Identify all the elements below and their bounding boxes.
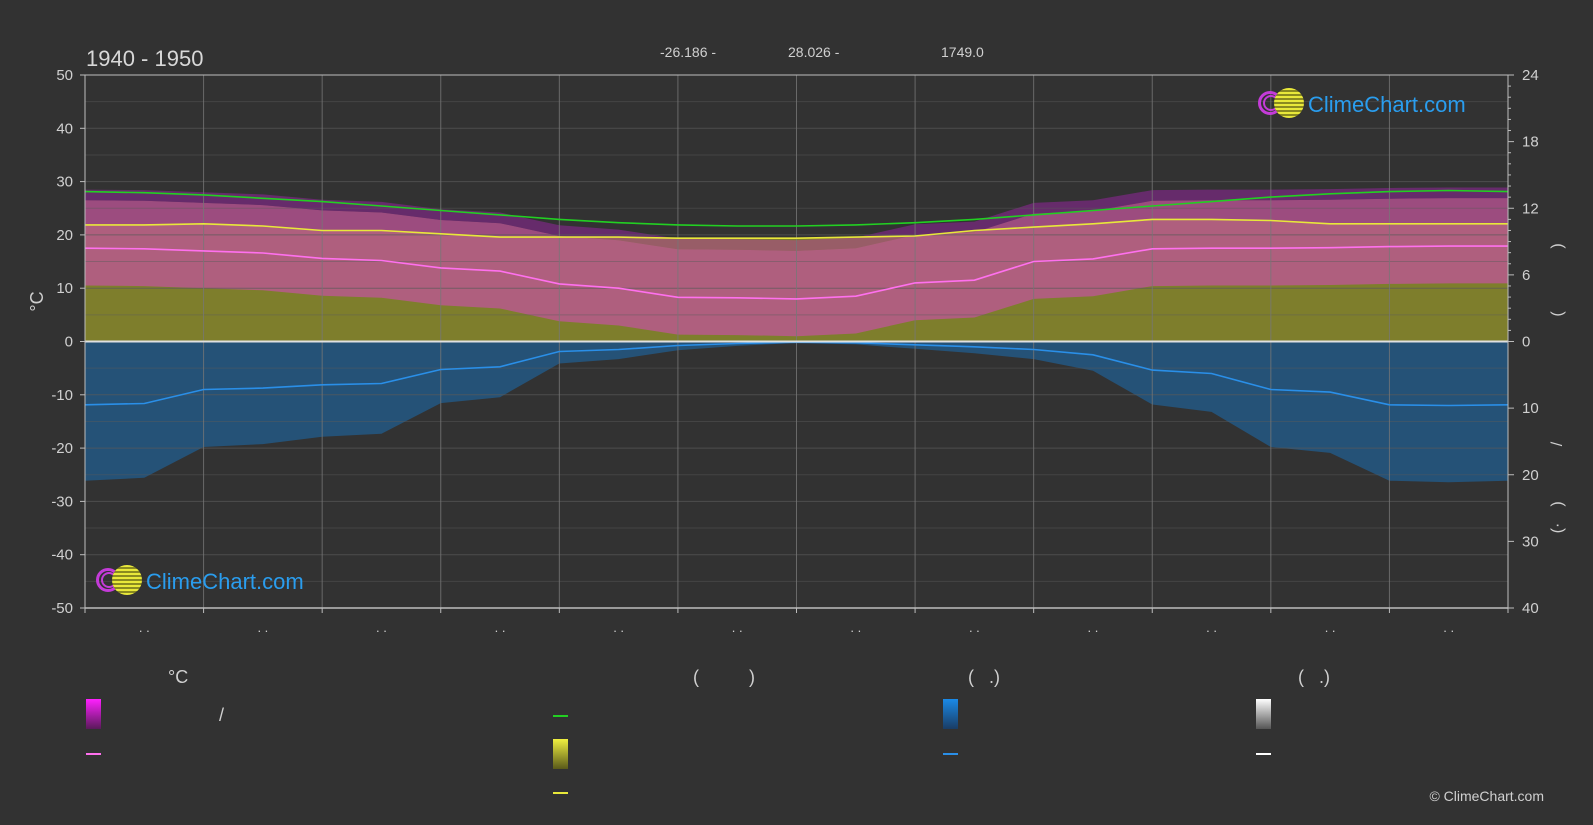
y2-tick-label-mm: 20 [1522,467,1539,484]
y2-tick-label-mm: 30 [1522,533,1539,550]
longitude-text: 28.026 - [788,44,840,60]
legend-snow-header: ( .) [1298,667,1330,687]
legend-temp-range-swatch [86,699,101,729]
x-tick-label: . . [732,620,743,635]
y-tick-label: 20 [56,227,73,244]
legend-snow-mean-line [1256,753,1271,755]
legend-snow-swatch [1256,699,1271,729]
brand-logo-bottom[interactable]: ClimeChart.com [96,565,304,599]
x-tick-label: . . [139,620,150,635]
y-axis-label: °C [27,291,47,311]
x-tick-label: . . [1206,620,1217,635]
legend-temp-range-slash: / [219,705,225,725]
brand-name-top: ClimeChart.com [1308,92,1466,117]
x-tick-label: . . [969,620,980,635]
y2-axis-label-fragment: / [1549,441,1566,446]
y-tick-label: 40 [56,120,73,137]
y-tick-label: 0 [65,334,73,351]
legend-sunshine-swatch [553,739,568,769]
x-tick-label: . . [1325,620,1336,635]
y2-tick-label-hours: 6 [1522,267,1530,284]
elevation-text: 1749.0 [941,44,984,60]
brand-name-bottom: ClimeChart.com [146,569,304,594]
y2-tick-label-hours: 24 [1522,67,1539,84]
x-tick-label: . . [1088,620,1099,635]
y-tick-label: -20 [51,440,73,457]
x-tick-label: . . [257,620,268,635]
sunshine-line [85,218,1508,239]
daylight-line [84,189,1509,227]
legend-daylight-line [553,715,568,717]
y-tick-label: 10 [56,280,73,297]
y-tick-label: -50 [51,600,73,617]
legend-temperature-header: °C [168,667,189,687]
temperature-max-tint [85,187,1508,251]
climechart-logo-icon [96,565,142,599]
y2-axis-label-fragment: (· [1549,523,1566,534]
y2-axis-label-fragment: ( [1549,311,1566,317]
chart-title: 1940 - 1950 [86,46,204,71]
x-tick-label: . . [850,620,861,635]
legend-rain-header: ( .) [968,667,1000,687]
legend-sun-header: ( ) [693,667,755,687]
x-tick-label: . . [495,620,506,635]
latitude-text: -26.186 - [660,44,717,60]
y2-axis-label-fragment: ) [1549,243,1566,248]
y-tick-label: -10 [51,387,73,404]
copyright-text: © ClimeChart.com [1429,788,1544,804]
x-tick-label: . . [613,620,624,635]
y2-tick-label-hours: 18 [1522,134,1539,151]
y-tick-label: 50 [56,67,73,84]
legend-sunshine-mean-line [553,792,568,794]
y-tick-label: 30 [56,174,73,191]
y2-tick-label-hours: 12 [1522,200,1539,217]
y2-tick-label-mm: 40 [1522,600,1539,617]
brand-logo-top[interactable]: ClimeChart.com [1258,88,1466,122]
legend-rain-swatch [943,699,958,729]
y2-tick-label-mm: 10 [1522,400,1539,417]
y-tick-label: -40 [51,547,73,564]
y2-axis-label-fragment: ) [1549,501,1566,506]
climechart-logo-icon [1258,88,1304,122]
y2-tick-label-hours: 0 [1522,334,1530,351]
y-tick-label: -30 [51,493,73,510]
x-tick-label: . . [376,620,387,635]
legend-rain-mean-line [943,753,958,755]
temperature-mean-line [84,245,1508,300]
legend-temp-mean-line [86,753,101,755]
x-tick-label: . . [1443,620,1454,635]
